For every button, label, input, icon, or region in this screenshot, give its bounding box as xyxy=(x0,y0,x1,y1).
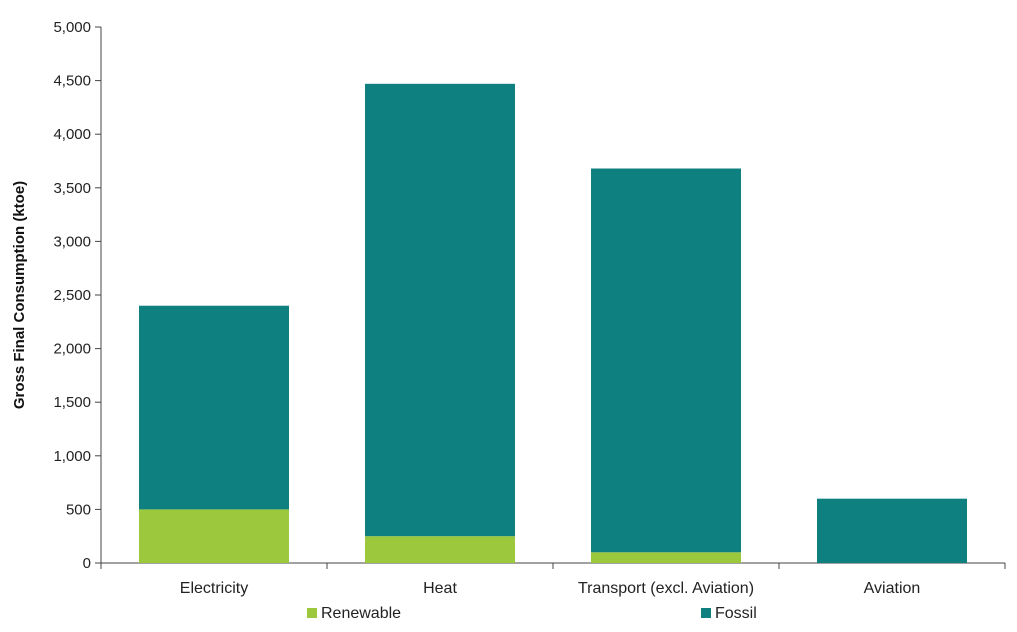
bars xyxy=(139,83,967,563)
y-tick-label: 1,500 xyxy=(53,394,91,411)
y-tick-label: 4,000 xyxy=(53,126,91,143)
bar-fossil-electricity xyxy=(139,305,289,510)
bar-fossil-aviation xyxy=(817,498,967,563)
y-tick-label: 500 xyxy=(66,501,91,518)
y-axis-label: Gross Final Consumption (ktoe) xyxy=(11,181,28,409)
x-axis: Electricity Heat Transport (excl. Aviation… xyxy=(100,562,1006,597)
bar-renewable-transport-excl-aviation xyxy=(591,552,741,563)
y-tick-label: 2,000 xyxy=(53,341,91,358)
legend: Renewable Fossil xyxy=(307,605,757,622)
y-tick-label: 3,500 xyxy=(53,180,91,197)
bar-fossil-heat xyxy=(365,83,515,537)
y-tick-label: 0 xyxy=(83,555,91,572)
y-tick-label: 2,500 xyxy=(53,287,91,304)
legend-label-renewable: Renewable xyxy=(321,605,401,622)
legend-label-fossil: Fossil xyxy=(715,605,757,622)
x-category-label: Transport (excl. Aviation) xyxy=(578,580,754,597)
x-category-label: Electricity xyxy=(180,580,248,597)
x-category-label: Aviation xyxy=(864,580,921,597)
y-tick-label: 4,500 xyxy=(53,73,91,90)
y-axis: 0 500 1,000 1,500 2,000 2,500 3,000 3,500 4,000 4… xyxy=(53,19,102,572)
y-tick-label: 5,000 xyxy=(53,19,91,36)
y-tick-label: 1,000 xyxy=(53,448,91,465)
y-tick-label: 3,000 xyxy=(53,233,91,250)
bar-fossil-transport-excl-aviation xyxy=(591,168,741,553)
bar-renewable-heat xyxy=(365,536,515,563)
legend-swatch-renewable xyxy=(307,608,317,618)
legend-swatch-fossil xyxy=(701,608,711,618)
x-category-label: Heat xyxy=(423,580,457,597)
bar-renewable-electricity xyxy=(139,509,289,563)
